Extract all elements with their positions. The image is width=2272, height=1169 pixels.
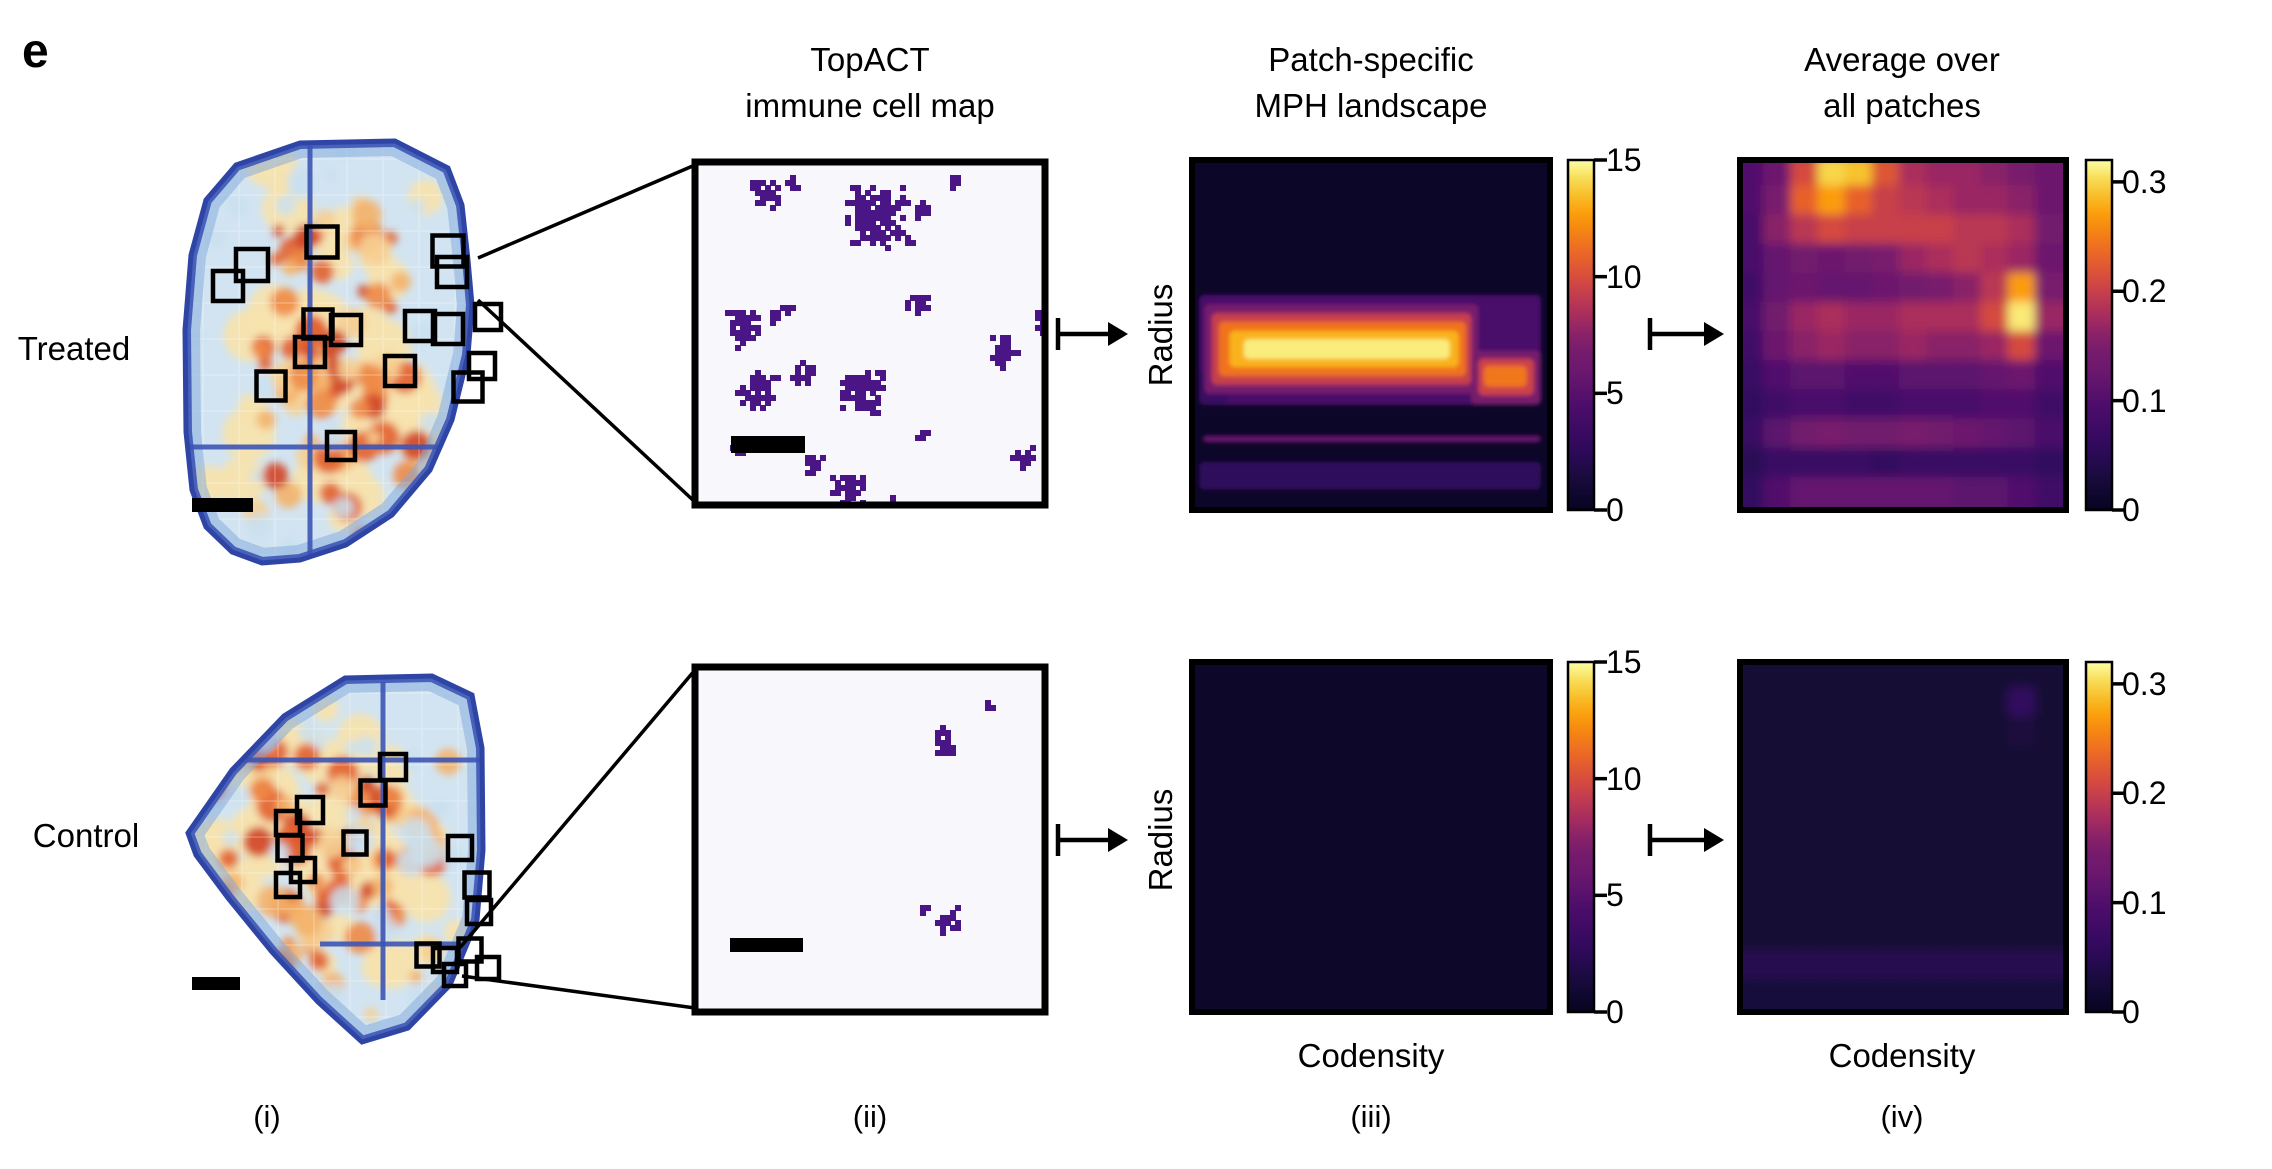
cbar-avg-control-tick-02: 0.2 (2122, 775, 2167, 811)
immune-map-treated (691, 158, 1049, 509)
ylabel-radius-treated: Radius (1142, 283, 1179, 387)
zoom-connector-line (476, 298, 697, 504)
colorbar-avg-treated (2084, 158, 2125, 512)
mapsto-arrow-control-1 (1055, 824, 1128, 856)
cbar-avg-control-tick-0: 0 (2122, 994, 2140, 1030)
tissue-treated (182, 138, 504, 566)
tissue-control-scale-bar (192, 977, 240, 990)
mph-landscape-control (1189, 659, 1553, 1015)
cbar-avg-treated-tick-0: 0 (2122, 492, 2140, 528)
patch-outline (210, 268, 246, 304)
avg-heatmap-treated (1737, 157, 2069, 513)
patch-outline (445, 833, 475, 863)
tissue-treated-scale-bar (192, 498, 253, 512)
cbar-mph-control-tick-0: 0 (1606, 994, 1624, 1030)
colorbar-mph-treated (1566, 158, 1607, 512)
patch-outline (288, 855, 318, 885)
xlabel-codensity-avg: Codensity (1828, 1037, 1976, 1074)
patch-outline (341, 829, 369, 857)
title-topact-line2: immune cell map (745, 87, 995, 124)
immune-map-treated-scale-bar (731, 436, 805, 453)
row-label-treated: Treated (17, 330, 131, 367)
patch-outline (292, 334, 328, 370)
avg-heatmap-control (1737, 659, 2069, 1015)
cbar-mph-control-tick-15: 15 (1606, 644, 1642, 680)
panel-numeral-iii: (iii) (1350, 1099, 1392, 1134)
colorbar-avg-control (2084, 660, 2125, 1014)
zoom-connector-line (461, 974, 696, 1010)
cbar-avg-treated-tick-02: 0.2 (2122, 273, 2167, 309)
cbar-mph-treated-tick-0: 0 (1606, 492, 1624, 528)
title-mph-line1: Patch-specific (1268, 41, 1474, 78)
patch-outline (233, 246, 271, 284)
patch-outline (462, 870, 492, 900)
cbar-mph-treated-tick-5: 5 (1606, 375, 1624, 411)
immune-map-control-scale-bar (730, 938, 803, 952)
patch-outline (430, 311, 466, 347)
cbar-avg-control-tick-03: 0.3 (2122, 666, 2167, 702)
xlabel-codensity-mph: Codensity (1297, 1037, 1445, 1074)
patch-outline (273, 870, 303, 900)
title-mph-line2: MPH landscape (1254, 87, 1488, 124)
patch-outline (358, 778, 388, 808)
mapsto-arrow-control-2 (1647, 824, 1724, 856)
patch-outline (430, 233, 466, 269)
title-avg-line2: all patches (1823, 87, 1981, 124)
cbar-mph-treated-tick-10: 10 (1606, 259, 1642, 295)
panel-letter: e (22, 25, 49, 78)
cbar-mph-control-tick-10: 10 (1606, 761, 1642, 797)
panel-numeral-iv: (iv) (1880, 1099, 1924, 1134)
row-label-control: Control (32, 817, 140, 854)
colorbar-mph-control (1566, 660, 1607, 1014)
patch-outline (414, 941, 442, 969)
panel-numeral-ii: (ii) (852, 1099, 888, 1134)
patch-outline (324, 429, 358, 463)
patch-outline (377, 751, 409, 783)
patch-outline (466, 350, 498, 382)
tissue-treated-patches (210, 224, 504, 463)
cbar-mph-treated-tick-15: 15 (1606, 142, 1642, 178)
zoom-connector-line (477, 163, 696, 260)
ylabel-radius-control: Radius (1142, 788, 1179, 892)
tissue-control (185, 673, 502, 1045)
patch-outline (328, 312, 364, 348)
cbar-mph-control-tick-5: 5 (1606, 877, 1624, 913)
immune-map-control (691, 663, 1049, 1016)
patch-outline (434, 254, 470, 290)
cbar-avg-treated-tick-01: 0.1 (2122, 383, 2167, 419)
patch-outline (304, 224, 340, 260)
mph-landscape-treated (1189, 157, 1553, 513)
patch-outline (472, 301, 504, 333)
zoom-connector-line (456, 668, 697, 952)
title-avg-line1: Average over (1804, 41, 2000, 78)
panel-numeral-i: (i) (253, 1099, 281, 1134)
cbar-avg-control-tick-01: 0.1 (2122, 885, 2167, 921)
mapsto-arrow-treated-2 (1647, 318, 1724, 350)
patch-outline (254, 369, 288, 403)
cbar-avg-treated-tick-03: 0.3 (2122, 164, 2167, 200)
title-topact-line1: TopACT (810, 41, 930, 78)
patch-outline (382, 353, 418, 389)
mapsto-arrow-treated-1 (1055, 318, 1128, 350)
